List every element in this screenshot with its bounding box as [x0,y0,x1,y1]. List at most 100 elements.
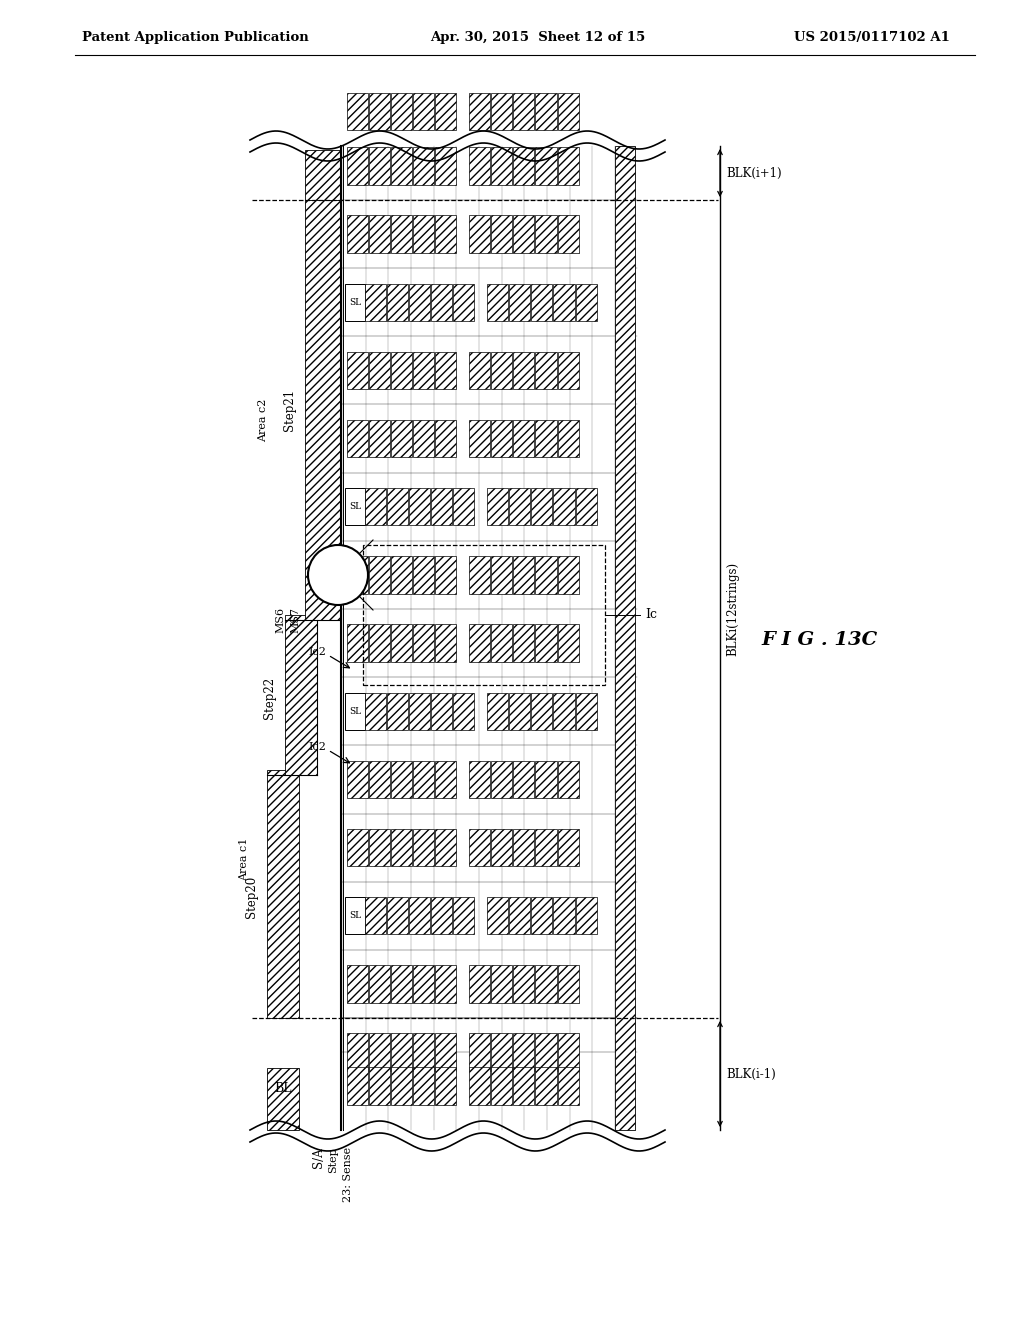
Bar [362,545,605,685]
Bar [347,965,368,1003]
Bar [487,488,508,525]
Bar [492,760,512,799]
Text: Step22: Step22 [263,676,276,718]
Bar [413,965,434,1003]
Text: MS7: MS7 [290,607,300,634]
Bar [347,351,368,389]
Bar [369,556,390,594]
Bar [435,556,457,594]
Bar [513,829,535,866]
Bar [347,556,368,594]
Bar [557,965,579,1003]
Bar [492,420,512,457]
Bar [435,147,457,185]
Bar [557,1034,579,1071]
Bar [454,488,474,525]
Bar [345,898,365,935]
Bar [391,215,413,253]
Bar [492,556,512,594]
Bar [369,351,390,389]
Bar [435,351,457,389]
Bar [410,693,430,730]
Bar [469,92,490,131]
Bar [554,284,574,321]
Bar [492,1034,512,1071]
Bar [391,965,413,1003]
Bar [347,760,368,799]
Bar [513,624,535,661]
Bar [267,1068,299,1130]
Bar [557,420,579,457]
Bar [410,488,430,525]
Bar [536,92,556,131]
Bar [413,1034,434,1071]
Bar [345,488,365,525]
Bar [615,147,635,1130]
Bar [391,760,413,799]
Text: BLKi(12strings): BLKi(12strings) [726,562,739,656]
Bar [509,898,530,935]
Bar [345,284,365,321]
Bar [345,693,365,730]
Bar [413,556,434,594]
Text: Ic2: Ic2 [308,647,326,657]
Bar [531,284,553,321]
Bar [369,760,390,799]
Text: S/A: S/A [311,1147,325,1168]
Bar [509,488,530,525]
Bar [557,829,579,866]
Bar [454,898,474,935]
Bar [435,215,457,253]
Bar [492,965,512,1003]
Bar [391,1068,413,1105]
Bar [469,215,490,253]
Bar [365,898,386,935]
Bar [557,351,579,389]
Bar [413,760,434,799]
Bar [435,1034,457,1071]
Bar [557,624,579,661]
Bar [454,693,474,730]
Bar [487,284,508,321]
Bar [435,92,457,131]
Bar [410,284,430,321]
Bar [369,1068,390,1105]
Bar [557,215,579,253]
Bar [531,898,553,935]
Bar [531,488,553,525]
Bar [469,1034,490,1071]
Bar [347,1034,368,1071]
Text: BLK(i-1): BLK(i-1) [726,1068,776,1081]
Bar [387,284,409,321]
Bar [554,693,574,730]
Bar [413,624,434,661]
Bar [369,147,390,185]
Bar [369,420,390,457]
Bar [391,351,413,389]
Bar [513,556,535,594]
Bar [536,1068,556,1105]
Bar [513,965,535,1003]
Bar [435,965,457,1003]
Bar [469,829,490,866]
Bar [536,420,556,457]
Text: MS6: MS6 [275,607,285,634]
Bar [413,147,434,185]
Bar [413,215,434,253]
Bar [347,829,368,866]
Text: Ic2: Ic2 [308,742,326,752]
Bar [410,898,430,935]
Text: Step21: Step21 [283,389,296,432]
Bar [469,351,490,389]
Bar [513,351,535,389]
Bar [391,1034,413,1071]
Bar [365,693,386,730]
Bar [492,1068,512,1105]
Bar [391,92,413,131]
Text: SL: SL [349,298,361,306]
Bar [347,215,368,253]
Text: Step20: Step20 [245,875,258,917]
Bar [513,215,535,253]
Bar [369,624,390,661]
Bar [557,1068,579,1105]
